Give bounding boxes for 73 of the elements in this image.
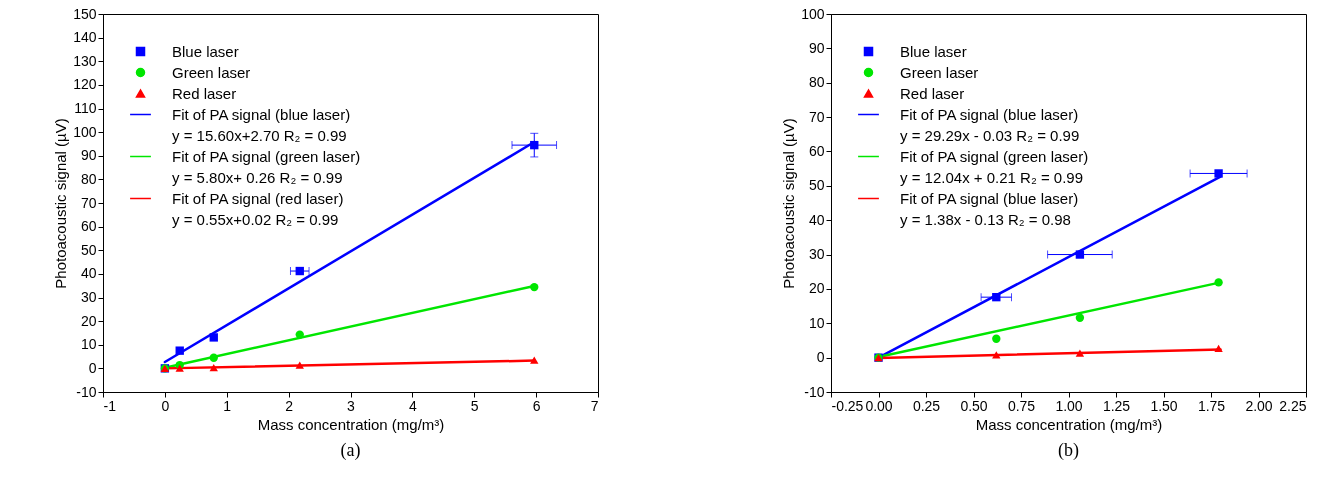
legend-label: Fit of PA signal (red laser)	[172, 189, 344, 207]
x-tick-label: 0.00	[865, 397, 893, 414]
y-tick-label: -10	[804, 383, 825, 400]
annotation: y = 1.38x - 0.13 R₂ = 0.98	[900, 210, 1071, 228]
legend-label: Fit of PA signal (blue laser)	[172, 105, 351, 123]
x-axis-title: Mass concentration (mg/m³)	[975, 415, 1163, 433]
annotation: y = 5.80x+ 0.26 R₂ = 0.99	[172, 168, 343, 186]
y-tick-label: 80	[808, 74, 825, 91]
y-tick-label: 90	[80, 147, 97, 164]
x-tick-label: -0.25	[831, 397, 864, 414]
x-tick-label: 6	[532, 397, 541, 414]
y-tick-label: 0	[816, 349, 825, 366]
x-tick-label: 1.75	[1197, 397, 1226, 414]
y-tick-label: 90	[808, 39, 825, 56]
x-tick-label: -1	[103, 397, 117, 414]
x-tick-label: 1.25	[1102, 397, 1131, 414]
y-tick-label: 30	[808, 246, 825, 263]
y-tick-label: 60	[808, 142, 825, 159]
y-tick-label: 130	[73, 52, 97, 69]
legend-label: Fit of PA signal (blue laser)	[900, 105, 1079, 123]
y-tick-label: 120	[73, 76, 97, 93]
y-tick-label: 10	[80, 336, 97, 353]
y-tick-label: 110	[74, 100, 97, 116]
y-tick-label: 70	[808, 108, 825, 125]
x-axis-title: Mass concentration (mg/m³)	[257, 415, 445, 433]
x-tick-label: 3	[347, 397, 356, 414]
y-tick-label: 70	[80, 194, 97, 211]
y-tick-label: 150	[73, 5, 97, 22]
x-tick-label: 4	[408, 397, 417, 414]
y-tick-label: 100	[801, 5, 825, 22]
legend-label: Red laser	[172, 84, 237, 102]
x-tick-label: 1	[223, 397, 232, 414]
y-tick-label: 100	[73, 123, 97, 140]
text: (b)	[1058, 440, 1079, 461]
y-tick-label: -10	[76, 383, 97, 400]
x-tick-label: 0.75	[1007, 397, 1036, 414]
y-tick-label: 40	[808, 211, 825, 228]
annotation: y = 12.04x + 0.21 R₂ = 0.99	[900, 168, 1084, 186]
y-axis-title: Photoacoustic signal (µV)	[52, 118, 70, 289]
legend-label: Red laser	[900, 84, 965, 102]
legend-label: Blue laser	[172, 42, 239, 60]
y-tick-label: 140	[73, 29, 97, 46]
y-tick-label: 20	[808, 280, 825, 297]
x-tick-label: 1.00	[1055, 397, 1083, 414]
y-tick-label: 0	[88, 359, 97, 376]
x-tick-label: 1.50	[1150, 397, 1178, 414]
y-tick-label: 30	[80, 289, 97, 305]
annotation: y = 29.29x - 0.03 R₂ = 0.99	[900, 126, 1080, 144]
x-tick-label: 2.25	[1279, 397, 1307, 414]
text: (a)	[340, 440, 361, 461]
annotation: y = 15.60x+2.70 R₂ = 0.99	[172, 126, 347, 144]
x-tick-label: 0.50	[960, 397, 988, 414]
y-tick-label: 20	[80, 312, 97, 329]
legend-label: Fit of PA signal (green laser)	[900, 147, 1089, 165]
x-tick-label: 0	[161, 397, 170, 414]
y-tick-label: 80	[80, 170, 97, 187]
x-tick-label: 7	[590, 397, 599, 414]
y-axis-title: Photoacoustic signal (µV)	[780, 118, 798, 289]
annotation: y = 0.55x+0.02 R₂ = 0.99	[172, 210, 339, 228]
y-tick-label: 40	[80, 265, 97, 282]
legend-label: Fit of PA signal (blue laser)	[900, 189, 1079, 207]
x-tick-label: 5	[470, 397, 479, 414]
x-tick-label: 2.00	[1245, 397, 1273, 414]
legend-label: Green laser	[172, 63, 251, 81]
x-tick-label: 0.25	[912, 397, 941, 414]
y-tick-label: 60	[80, 218, 97, 235]
legend-label: Green laser	[900, 63, 979, 81]
legend-label: Blue laser	[900, 42, 967, 60]
legend-label: Fit of PA signal (green laser)	[172, 147, 361, 165]
y-tick-label: 50	[808, 177, 825, 194]
y-tick-label: 10	[808, 314, 825, 331]
y-tick-label: 50	[80, 241, 97, 258]
x-tick-label: 2	[285, 397, 294, 414]
